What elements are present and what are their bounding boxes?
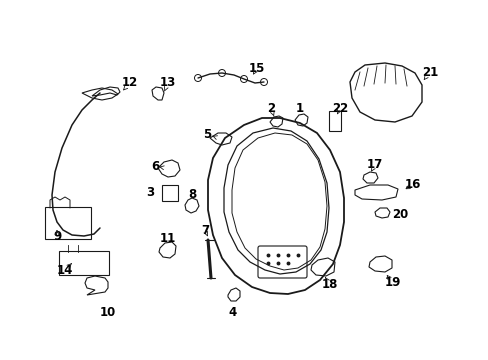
Text: 20: 20 <box>391 208 407 221</box>
Text: 1: 1 <box>295 102 304 114</box>
Text: 10: 10 <box>100 306 116 319</box>
Text: 6: 6 <box>151 159 159 172</box>
Text: 22: 22 <box>331 102 347 114</box>
Text: 17: 17 <box>366 158 382 171</box>
Text: 2: 2 <box>266 102 274 114</box>
Text: 5: 5 <box>203 127 211 140</box>
Text: 11: 11 <box>160 231 176 244</box>
Text: 12: 12 <box>122 77 138 90</box>
Text: 16: 16 <box>404 179 420 192</box>
Text: 19: 19 <box>384 276 400 289</box>
Text: 14: 14 <box>57 264 73 276</box>
Text: 21: 21 <box>421 66 437 78</box>
Text: 13: 13 <box>160 77 176 90</box>
Text: 15: 15 <box>248 62 264 75</box>
Text: 8: 8 <box>187 189 196 202</box>
Text: 18: 18 <box>321 279 338 292</box>
Text: 4: 4 <box>228 306 237 319</box>
Text: 9: 9 <box>53 230 61 243</box>
Text: 3: 3 <box>145 186 154 199</box>
Text: 7: 7 <box>201 224 209 237</box>
